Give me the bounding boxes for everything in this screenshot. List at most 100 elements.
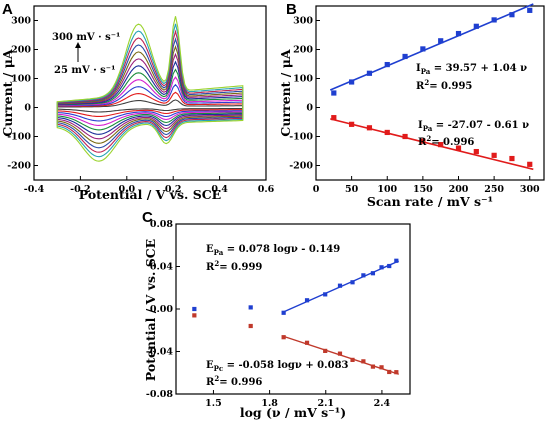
chart-b-point-1	[527, 161, 533, 167]
chart-b-point-0	[438, 38, 444, 44]
chart-c-plot	[192, 258, 400, 375]
chart-a-arrow-head	[75, 42, 81, 48]
chart-b-xtick-label: 100	[377, 184, 397, 195]
chart-b-xtick-label: 300	[520, 184, 540, 195]
chart-b-point-1	[384, 129, 390, 136]
chart-b-xtick-label: 150	[413, 184, 433, 195]
chart-c-point-1	[304, 340, 310, 345]
chart-c-point-0	[304, 298, 310, 303]
chart-a-xtick-label: 0.4	[211, 184, 228, 195]
chart-b-ylabel: Current / μA	[278, 49, 293, 136]
chart-b-plot	[329, 3, 534, 171]
chart-c-point-1	[337, 351, 343, 356]
chart-b: 0 50 100 150 200 250 300 -200 -100 0 100 200 300 IPa…	[278, 3, 545, 209]
chart-c-point-0	[248, 305, 253, 310]
chart-c-point-1	[281, 335, 286, 340]
chart-a-ticks: -0.4 -0.2 0.0 0.2 0.4 0.6 -200 -100 0 100 200 300	[7, 16, 274, 196]
chart-b-point-1	[366, 125, 373, 131]
chart-a-cv-curve-225	[56, 37, 244, 149]
chart-c-point-0	[323, 292, 328, 297]
chart-a-frame	[33, 5, 267, 181]
chart-b-xlabel: Scan rate / mV s⁻¹	[367, 194, 493, 209]
chart-c-ylabel: Potential / V vs. SCE	[143, 239, 158, 381]
chart-b-ytick-label: -200	[289, 161, 313, 172]
chart-c-point-0	[281, 310, 286, 315]
chart-c-xtick-label: 2.1	[317, 398, 334, 409]
chart-a-curves	[56, 16, 244, 162]
chart-a-xtick-label: 0.2	[165, 184, 182, 195]
chart-c-xtick-label: 2.4	[374, 398, 391, 409]
chart-a-xtick-label: -0.4	[24, 184, 45, 195]
chart-a-xtick-label: 0.6	[258, 184, 275, 195]
chart-a-cv-curve-300	[56, 16, 244, 162]
chart-a-xtick-label: 0.0	[119, 184, 136, 195]
chart-b-xtick-label: 200	[449, 184, 469, 195]
chart-a-ytick-label: -100	[7, 132, 31, 143]
chart-b-point-1	[349, 121, 355, 127]
chart-b-point-1	[491, 152, 497, 158]
chart-c-xlabel: log (ν / mV s⁻¹)	[240, 405, 346, 420]
chart-c-xtick-label: 1.5	[205, 398, 222, 409]
chart-c-point-1	[361, 359, 366, 364]
chart-b-r2-ipa: R2= 0.995	[416, 78, 472, 92]
chart-c-ticks: 1.5 1.8 2.1 2.4 -0.08 -0.04 0.00 0.04 0.08	[146, 219, 391, 409]
chart-b-point-0	[384, 61, 390, 68]
chart-b-point-1	[402, 133, 408, 140]
chart-b-eq-ipa: IPa = 39.57 + 1.04 ν	[416, 63, 527, 76]
chart-a-xlabel: Potential / V vs. SCE	[79, 187, 221, 202]
chart-c-point-0	[394, 258, 399, 263]
chart-a-annotation-high: 300 mV · s⁻¹	[52, 32, 120, 43]
chart-c-point-0	[387, 263, 392, 269]
chart-b-point-1	[420, 138, 426, 144]
chart-b-point-0	[402, 53, 408, 60]
chart-c-point-0	[370, 271, 376, 276]
chart-b-ytick-label: 300	[293, 16, 313, 27]
chart-b-point-0	[509, 12, 515, 18]
chart-b-point-1	[438, 142, 444, 148]
chart-c-point-0	[337, 283, 343, 288]
chart-c-ytick-label: 0.08	[150, 219, 174, 230]
chart-b-xtick-label: 0	[313, 184, 320, 195]
chart-b-ytick-label: 200	[293, 45, 313, 56]
chart-c-point-1	[379, 365, 384, 370]
chart-b-point-0	[420, 46, 426, 52]
chart-b-xtick-label: 250	[484, 184, 504, 195]
chart-b-point-0	[491, 17, 497, 23]
chart-c: 1.5 1.8 2.1 2.4 -0.08 -0.04 0.00 0.04 0.08 EPa =…	[143, 219, 411, 420]
chart-c-r2-epc: R2= 0.996	[206, 374, 262, 388]
chart-b-point-0	[366, 70, 373, 76]
panel-label-b: B	[286, 1, 297, 18]
chart-a-ytick-label: 200	[11, 45, 31, 56]
chart-c-point-1	[394, 370, 399, 375]
chart-c-r2-epa: R2= 0.999	[206, 259, 262, 273]
chart-b-frame	[315, 5, 545, 181]
chart-b-xtick-label: 50	[345, 184, 359, 195]
chart-c-point-0	[361, 273, 366, 278]
chart-c-eq-epc: EPc = -0.058 logν + 0.083	[206, 360, 349, 373]
chart-c-point-1	[323, 348, 328, 353]
chart-b-r2-ipc: R2= 0.996	[418, 134, 474, 148]
chart-b-point-1	[509, 155, 515, 162]
chart-b-fit-line-0	[329, 3, 534, 91]
chart-c-ytick-label: 0.00	[150, 304, 174, 315]
chart-c-xtick-label: 1.8	[261, 398, 278, 409]
chart-c-point-1	[350, 357, 355, 362]
chart-b-point-0	[349, 79, 355, 85]
chart-b-ytick-label: 100	[293, 74, 313, 85]
chart-b-point-1	[473, 148, 479, 155]
chart-b-point-0	[455, 30, 462, 37]
chart-a-ytick-label: 0	[24, 103, 31, 114]
chart-c-ytick-label: -0.04	[146, 347, 173, 358]
chart-a-xtick-label: -0.2	[70, 184, 90, 195]
chart-c-eq-epa: EPa = 0.078 logν - 0.149	[206, 244, 340, 257]
chart-c-ytick-label: -0.08	[146, 389, 173, 400]
chart-a-ytick-label: 300	[11, 16, 31, 27]
chart-b-point-0	[527, 7, 533, 13]
chart-c-point-1	[370, 364, 376, 369]
chart-b-point-0	[473, 23, 479, 29]
chart-b-fit-line-1	[330, 118, 534, 171]
chart-c-point-0	[350, 280, 355, 285]
chart-a-ytick-label: -200	[7, 161, 31, 172]
chart-a-ytick-label: 100	[11, 74, 31, 85]
